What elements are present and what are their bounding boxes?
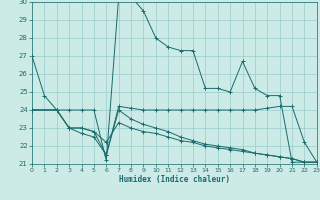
- X-axis label: Humidex (Indice chaleur): Humidex (Indice chaleur): [119, 175, 230, 184]
